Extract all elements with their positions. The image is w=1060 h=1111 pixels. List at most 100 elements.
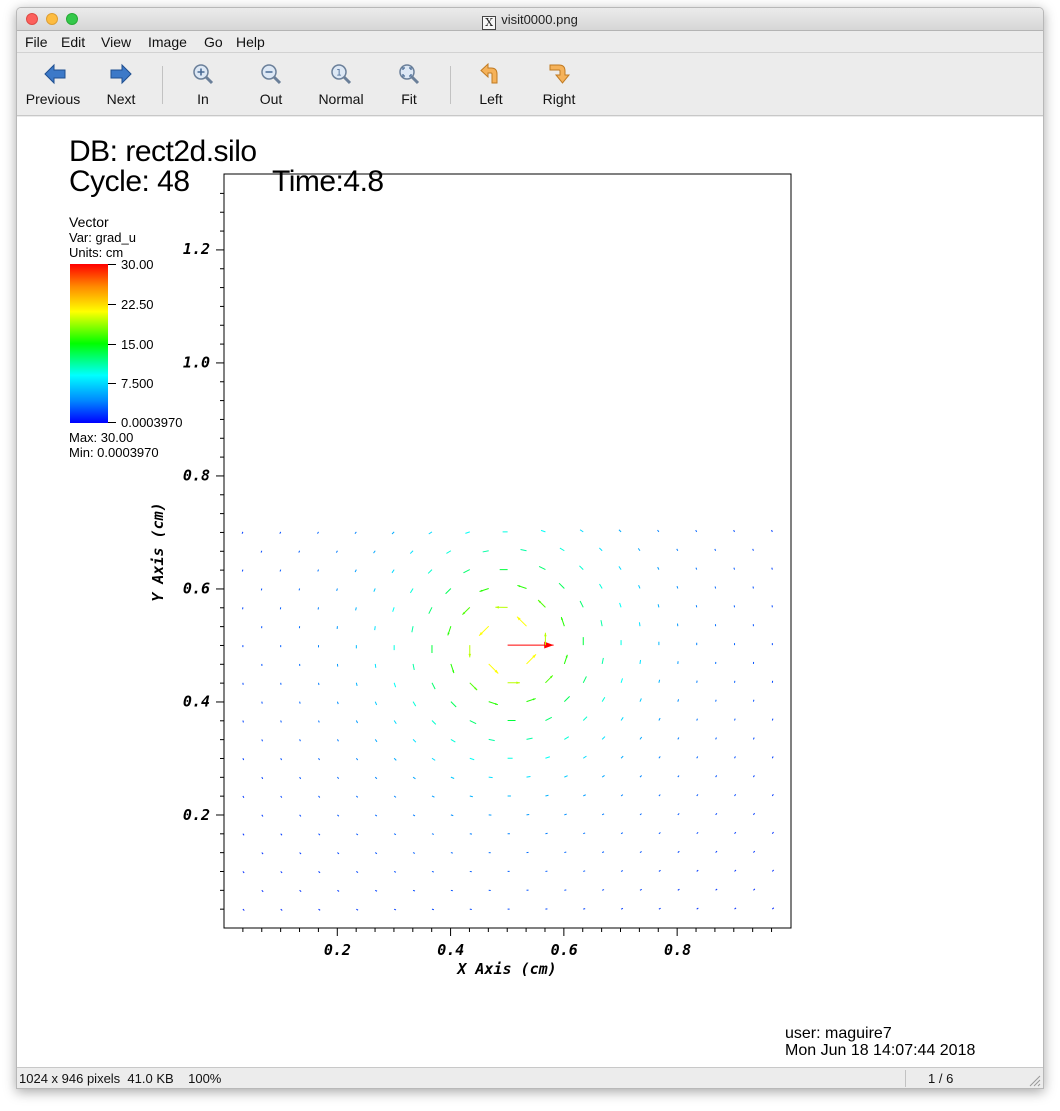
vector-arrow [638,622,641,627]
vector-arrow [637,548,641,552]
vector-arrowhead [565,654,568,658]
vector-arrow [261,776,264,780]
next-button[interactable]: Next [93,54,149,116]
minimize-window-button[interactable] [46,13,58,25]
vector-arrow [242,908,245,911]
vector-arrow [469,757,475,761]
vector-arrow [393,795,397,798]
vector-arrow [715,850,718,853]
vector-arrow [582,755,587,759]
vector-arrow [753,812,755,816]
resize-grip-icon[interactable] [1027,1073,1041,1087]
vector-arrow [242,795,245,798]
image-canvas[interactable]: DB: rect2d.silo Cycle: 48 0.2 0.4 0.6 0.8 0… [17,117,1043,1067]
vector-arrow [579,529,584,533]
vector-arrow [298,550,301,553]
vector-arrow [412,852,416,854]
vector-arrow [715,699,717,702]
vector-arrow [559,547,565,552]
vector-arrow [280,758,283,761]
menu-go[interactable]: Go [204,34,223,50]
vector-arrow [318,795,321,798]
vector-arrow [639,888,642,891]
colorbar-label: 15.00 [121,337,154,352]
maximize-window-button[interactable] [66,13,78,25]
menu-view[interactable]: View [101,34,132,50]
vector-arrow [482,550,489,553]
vector-arrow [412,739,417,743]
vector-arrow [657,604,660,608]
vector-arrow [428,531,433,535]
vector-arrow [318,757,320,761]
zoom-in-button[interactable]: In [177,54,229,116]
menu-image[interactable]: Image [148,34,187,50]
menu-help[interactable]: Help [236,34,265,50]
toolbar-separator [162,66,163,104]
vector-arrow [564,851,567,854]
vector-arrow [409,550,414,554]
vector-arrow [752,775,755,778]
vector-arrow [393,757,397,761]
vector-arrow [771,529,773,533]
vector-arrow [583,794,586,797]
vector-arrowhead [479,589,483,592]
vector-arrow [374,663,377,668]
vector-arrow [733,529,735,533]
vector-arrow [375,889,378,892]
vector-arrow [771,907,775,910]
database-label: DB: rect2d.silo [69,135,257,168]
menu-edit[interactable]: Edit [61,34,86,50]
vector-arrow [488,776,493,779]
previous-button[interactable]: Previous [21,54,85,116]
close-window-button[interactable] [26,13,38,25]
vector-arrow [658,869,661,872]
zoom-out-icon [261,64,282,85]
vector-arrow [676,585,679,589]
vector-arrow [620,907,624,910]
vector-arrow [355,682,358,686]
vector-arrow [391,531,395,535]
vector-arrow [677,888,680,891]
menu-file[interactable]: File [25,34,48,50]
rotate-left-button[interactable]: Left [465,54,517,116]
vector-arrow [771,793,774,797]
vector-arrow [734,907,737,910]
vector-arrow [446,550,452,554]
vector-arrow [545,794,549,797]
vector-arrow [318,833,321,836]
x-tick-label: 0.2 [324,941,351,959]
colorbar-tick [108,344,116,345]
vector-arrow [374,626,376,631]
vector-arrow [391,569,395,574]
vector-arrow [620,717,624,721]
vector-arrow [261,889,264,893]
vector-arrow [582,676,587,684]
vector-arrow [279,569,282,572]
vector-arrow [677,850,680,853]
vector-arrow [734,718,736,721]
vector-arrow [445,588,452,595]
vector-arrow [583,908,586,910]
rotate-left-label: Left [479,91,503,107]
vector-arrow [336,739,339,742]
zoom-out-button[interactable]: Out [245,54,297,116]
vector-arrow [465,531,470,534]
vector-arrow [260,550,263,553]
vector-arrowhead [538,600,541,603]
rotate-right-button[interactable]: Right [531,54,587,116]
vector-arrow [261,852,264,855]
vector-arrow [412,889,416,892]
vector-arrow [696,718,698,721]
vector-arrowhead [549,675,553,679]
vector-arrow [734,794,737,797]
rotate-right-icon [549,64,571,84]
vector-arrow [658,756,661,759]
normal-size-button[interactable]: 1 Normal [309,54,373,116]
vector-arrow [771,567,773,570]
vector-arrow [280,908,283,911]
fit-label: Fit [401,91,417,107]
zoom-in-icon [193,64,214,85]
vector-arrow [545,756,551,759]
fit-button[interactable]: Fit [383,54,435,116]
